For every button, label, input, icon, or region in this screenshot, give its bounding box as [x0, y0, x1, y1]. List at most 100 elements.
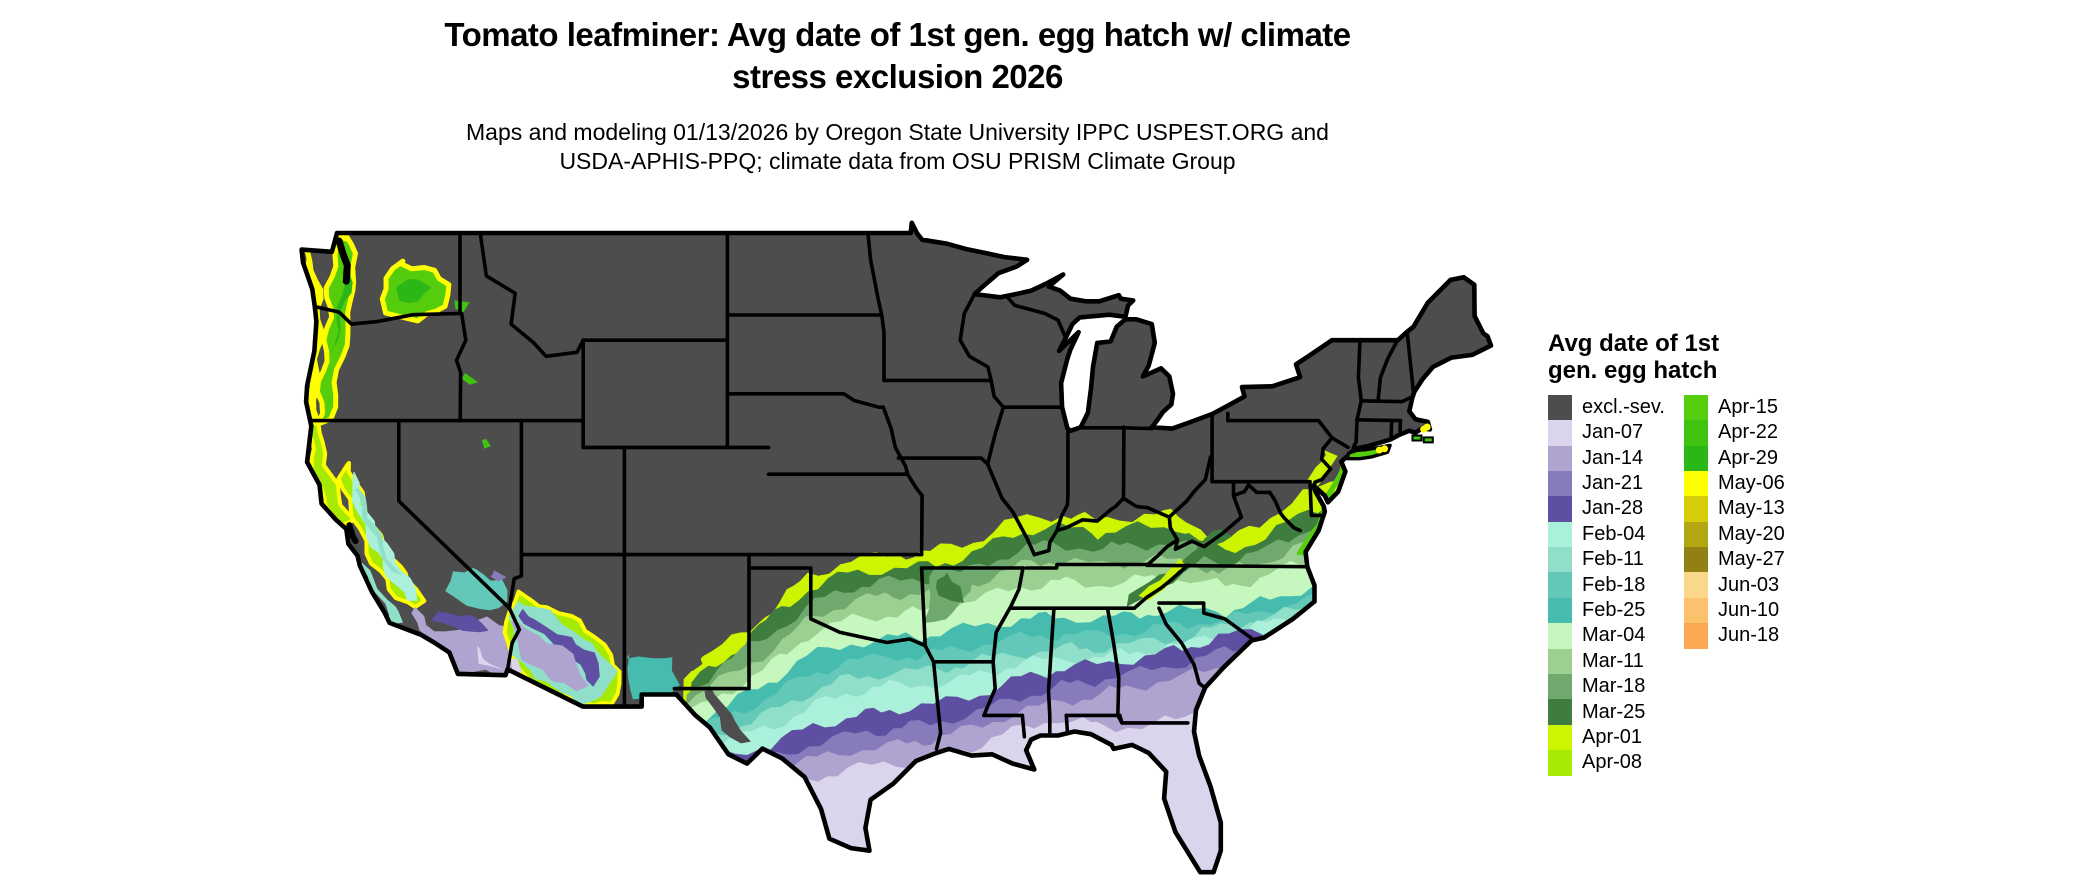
legend: Avg date of 1st gen. egg hatch excl.-sev.… — [1548, 330, 1878, 776]
legend-row: Apr-08 — [1548, 750, 1684, 776]
legend-row: Mar-25 — [1548, 699, 1684, 725]
state-border — [1268, 490, 1302, 533]
legend-swatch — [1684, 597, 1708, 624]
state-border — [1359, 395, 1413, 404]
legend-label: Mar-04 — [1582, 624, 1646, 647]
state-border — [505, 606, 522, 672]
legend-label: Feb-11 — [1582, 548, 1644, 571]
legend-row: Feb-25 — [1548, 597, 1684, 624]
state-border — [958, 292, 993, 383]
legend-row: May-06 — [1684, 470, 1785, 497]
state-border — [1389, 418, 1394, 439]
legend-label: Mar-18 — [1582, 675, 1646, 698]
legend-label: Apr-15 — [1718, 395, 1779, 418]
region-Feb-04 — [352, 471, 418, 601]
region-Feb-11 — [354, 487, 402, 575]
legend-row: Mar-11 — [1548, 648, 1684, 675]
state-border — [1055, 496, 1126, 533]
legend-label: Apr-01 — [1582, 725, 1643, 748]
region-Jan-07 — [477, 645, 507, 671]
state-border — [1118, 713, 1190, 725]
state-border — [919, 566, 927, 648]
subtitle-line-1: Maps and modeling 01/13/2026 by Oregon S… — [466, 119, 1329, 146]
legend-swatch — [1548, 470, 1572, 497]
legend-swatch — [1684, 445, 1708, 471]
state-border — [313, 304, 464, 326]
state-border — [397, 418, 512, 610]
region-Jan-14 — [511, 617, 589, 692]
page-title: Tomato leafminer: Avg date of 1st gen. e… — [0, 14, 1795, 98]
legend-swatch — [1684, 470, 1708, 497]
state-border — [1132, 563, 1190, 610]
state-border — [1046, 606, 1056, 736]
legend-row: May-27 — [1684, 547, 1785, 573]
region-Apr-22 — [454, 300, 470, 313]
legend-label: Mar-25 — [1582, 700, 1646, 723]
legend-row: May-20 — [1684, 521, 1785, 548]
legend-label: May-13 — [1718, 497, 1785, 520]
legend-column-2: Apr-15 Apr-22 Apr-29 May-06 May-13 May-20 May-… — [1684, 394, 1785, 649]
legend-column-1: excl.-sev. Jan-07 Jan-14 Jan-21 Jan-28 Feb-04… — [1548, 394, 1684, 776]
state-border — [985, 405, 1006, 466]
legend-row: Apr-15 — [1684, 394, 1785, 421]
legend-label: Jan-28 — [1582, 497, 1644, 520]
legend-swatch — [1548, 699, 1572, 725]
island — [1422, 436, 1434, 444]
us-outline — [299, 220, 1494, 875]
region-Jan-28 — [430, 609, 489, 633]
legend-swatch — [1684, 572, 1708, 598]
legend-row: Jun-10 — [1684, 597, 1785, 624]
state-border — [1308, 479, 1327, 518]
state-border — [881, 405, 924, 498]
state-border — [982, 713, 1027, 739]
region-Apr-29 — [395, 278, 432, 304]
legend-title-line-1: Avg date of 1st — [1548, 330, 1720, 357]
legend-label: May-20 — [1718, 522, 1785, 545]
state-border — [1226, 418, 1334, 440]
state-border — [1354, 418, 1403, 423]
state-border — [985, 462, 1037, 557]
legend-swatch — [1684, 394, 1708, 421]
region-Feb-18 — [445, 568, 508, 611]
legend-swatch — [1548, 420, 1572, 446]
coastal-speck — [1381, 445, 1389, 453]
region-Apr-01 — [1138, 558, 1188, 601]
state-border — [1145, 563, 1310, 569]
legend-swatch — [1684, 521, 1708, 548]
legend-label: May-06 — [1718, 472, 1785, 495]
region-Apr-22 — [461, 372, 478, 385]
state-borders — [306, 231, 1416, 751]
legend-swatch — [1548, 572, 1572, 598]
legend-label: Jun-10 — [1718, 599, 1780, 622]
state-border — [1121, 496, 1172, 519]
legend-label: Jun-03 — [1718, 573, 1780, 596]
legend-label: Apr-29 — [1718, 446, 1779, 469]
state-border — [1210, 412, 1312, 484]
legend-row: Mar-04 — [1548, 623, 1684, 649]
title-line-2: stress exclusion 2026 — [732, 58, 1063, 96]
legend-row: Jan-28 — [1548, 496, 1684, 522]
legend-row: Apr-01 — [1548, 724, 1684, 751]
header: Tomato leafminer: Avg date of 1st gen. e… — [0, 14, 1795, 176]
legend-row: Apr-22 — [1684, 420, 1785, 446]
state-border — [1231, 479, 1272, 498]
legend-label: Feb-04 — [1582, 522, 1646, 545]
legend-row: Jan-21 — [1548, 470, 1684, 497]
legend-label: May-27 — [1718, 548, 1785, 571]
legend-label: Apr-08 — [1582, 751, 1643, 774]
legend-row: Feb-18 — [1548, 572, 1684, 598]
state-border — [1145, 515, 1180, 568]
legend-columns: excl.-sev. Jan-07 Jan-14 Jan-21 Jan-28 Feb-04… — [1548, 394, 1878, 776]
state-border — [1173, 493, 1244, 551]
legend-swatch — [1548, 648, 1572, 675]
legend-swatch — [1548, 521, 1572, 548]
legend-row: Mar-18 — [1548, 674, 1684, 700]
title-line-1: Tomato leafminer: Avg date of 1st gen. e… — [444, 16, 1351, 53]
state-border — [1006, 296, 1068, 340]
state-border — [923, 643, 943, 751]
state-border — [1157, 601, 1255, 641]
state-border — [725, 392, 886, 409]
state-border — [1055, 425, 1070, 533]
